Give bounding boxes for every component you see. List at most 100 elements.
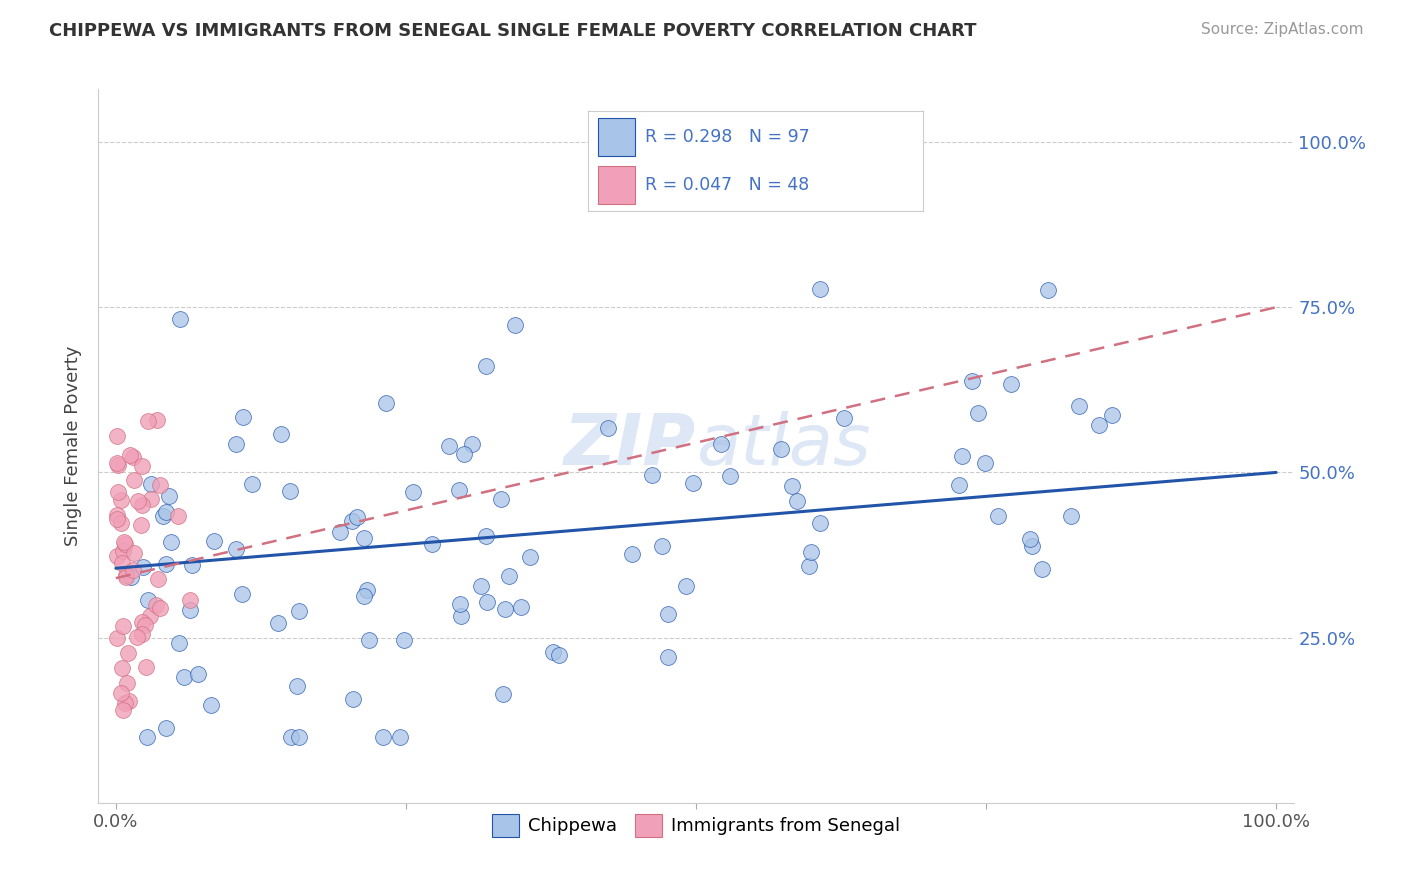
Point [149,601,172,615]
Point [110,493,132,508]
Point [948,478,970,492]
Point [122,473,145,487]
Point [111,703,134,717]
Point [394,633,416,648]
Point [111,660,134,674]
Point [280,730,302,744]
Point [503,318,526,333]
Point [155,557,177,571]
Point [641,467,664,482]
Point [146,572,169,586]
Point [225,542,247,557]
Point [114,567,136,582]
Point [453,447,475,461]
Point [797,558,820,573]
Point [266,615,288,630]
Text: ZIP: ZIP [564,411,696,481]
Point [155,721,177,735]
Point [657,607,679,621]
Point [114,569,136,583]
Point [340,514,363,528]
Point [127,494,149,508]
Point [111,556,134,570]
Point [157,489,180,503]
Point [357,632,380,647]
Point [278,483,301,498]
Point [132,560,155,574]
Point [136,414,159,428]
Point [169,312,191,326]
Point [231,587,253,601]
Point [682,475,704,490]
Point [710,437,733,451]
Point [270,427,292,442]
Legend: Chippewa, Immigrants from Senegal: Chippewa, Immigrants from Senegal [485,807,907,844]
Point [374,395,396,409]
Point [136,730,159,744]
Point [139,609,162,624]
Point [447,483,470,497]
Point [449,597,471,611]
Point [450,608,472,623]
Point [110,686,132,700]
Point [288,604,311,618]
Point [769,442,792,457]
Point [800,545,823,559]
Point [1101,408,1123,422]
Point [494,602,516,616]
Point [107,458,129,473]
Point [548,648,571,663]
Point [166,508,188,523]
Point [675,579,697,593]
Point [155,505,177,519]
Point [112,543,135,558]
Point [509,600,531,615]
Point [146,412,169,426]
Point [541,645,564,659]
Point [1036,283,1059,297]
Point [167,636,190,650]
Point [114,696,136,710]
Point [474,359,496,373]
Point [1088,417,1111,432]
Point [131,498,153,512]
Point [232,410,254,425]
Point [127,630,149,644]
Point [1067,399,1090,413]
Text: Source: ZipAtlas.com: Source: ZipAtlas.com [1201,22,1364,37]
Point [187,666,209,681]
Point [240,477,263,491]
Point [371,730,394,744]
Point [987,509,1010,524]
Point [105,508,128,523]
Point [120,448,142,462]
Point [786,493,808,508]
Point [173,670,195,684]
Point [960,374,983,388]
Point [461,436,484,450]
Point [620,547,643,561]
Point [780,479,803,493]
Point [134,618,156,632]
Y-axis label: Single Female Poverty: Single Female Poverty [65,346,83,546]
Point [225,437,247,451]
Point [475,529,498,543]
Point [112,535,135,549]
Text: CHIPPEWA VS IMMIGRANTS FROM SENEGAL SINGLE FEMALE POVERTY CORRELATION CHART: CHIPPEWA VS IMMIGRANTS FROM SENEGAL SING… [49,22,977,40]
Point [1059,509,1081,524]
Point [131,626,153,640]
Point [475,595,498,609]
Point [114,537,136,551]
Point [105,512,128,526]
Point [107,485,129,500]
Point [152,508,174,523]
Point [105,429,128,443]
Point [202,534,225,549]
Point [105,456,128,470]
Point [1031,562,1053,576]
Point [139,491,162,506]
Text: atlas: atlas [696,411,870,481]
Point [420,537,443,551]
Point [974,456,997,470]
Point [120,570,142,584]
